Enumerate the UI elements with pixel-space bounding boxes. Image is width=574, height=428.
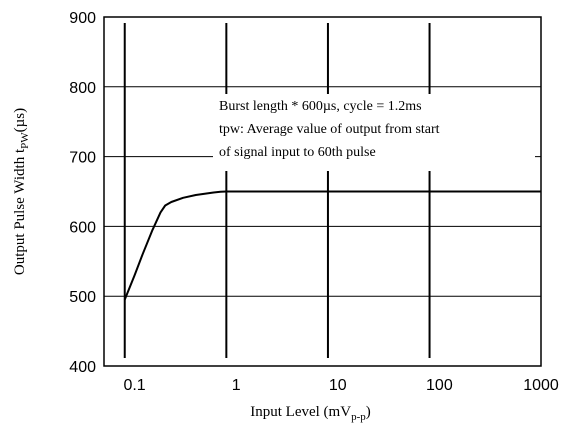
- y-tick-label: 700: [69, 150, 96, 167]
- x-tick-label: 1000: [523, 377, 559, 394]
- annotation-background: [213, 94, 535, 171]
- x-tick-label: 0.1: [123, 377, 145, 394]
- y-axis-title-subscript: PW: [19, 132, 31, 149]
- y-tick-label: 800: [69, 80, 96, 97]
- x-axis-title-tail: ): [366, 404, 371, 420]
- y-axis-title-tail: (µs): [12, 108, 28, 132]
- y-tick-label: 900: [69, 10, 96, 27]
- tick-labels: 400 500 600 700 800 900 0.1 1 10 100 1000: [69, 10, 559, 394]
- x-tick-label: 100: [426, 377, 453, 394]
- x-tick-label: 1: [232, 377, 241, 394]
- y-tick-label: 600: [69, 219, 96, 236]
- annotation-line-3: of signal input to 60th pulse: [219, 145, 376, 160]
- x-axis-title: Input Level (mVp-p): [250, 404, 370, 423]
- series-layer: [123, 190, 541, 301]
- x-axis-title-subscript: p-p: [351, 411, 366, 423]
- plot-frame: [103, 16, 542, 367]
- x-axis-title-main: Input Level (mV: [250, 404, 351, 420]
- annotation: Burst length * 600µs, cycle = 1.2ms tpw:…: [219, 99, 440, 160]
- annotation-line-1: Burst length * 600µs, cycle = 1.2ms: [219, 99, 422, 114]
- y-tick-label: 400: [69, 359, 96, 376]
- x-tick-label: 10: [329, 377, 347, 394]
- y-tick-label: 500: [69, 289, 96, 306]
- annotation-line-2: tpw: Average value of output from start: [219, 122, 440, 137]
- y-axis-title: Output Pulse Width tPW(µs): [12, 108, 31, 275]
- y-axis-title-main: Output Pulse Width t: [12, 148, 28, 275]
- series-line: [123, 190, 541, 301]
